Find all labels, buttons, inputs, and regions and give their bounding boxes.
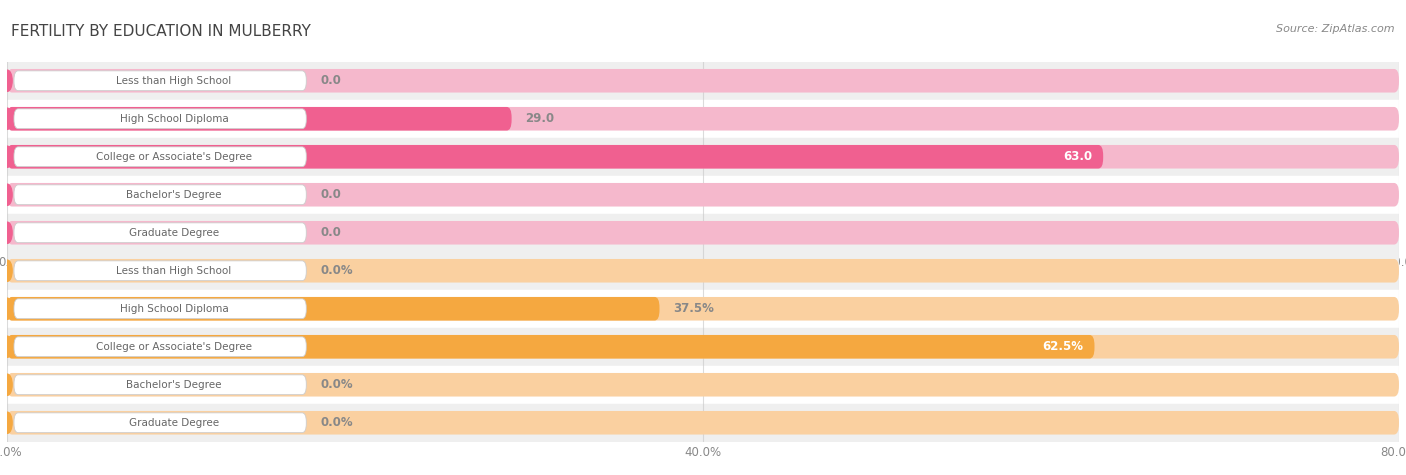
FancyBboxPatch shape bbox=[7, 297, 659, 321]
FancyBboxPatch shape bbox=[7, 145, 1104, 169]
Text: High School Diploma: High School Diploma bbox=[120, 114, 228, 124]
Text: FERTILITY BY EDUCATION IN MULBERRY: FERTILITY BY EDUCATION IN MULBERRY bbox=[11, 24, 311, 39]
Bar bbox=[7, 328, 1399, 366]
Text: 37.5%: 37.5% bbox=[673, 302, 714, 315]
Bar bbox=[7, 176, 1399, 214]
FancyBboxPatch shape bbox=[7, 221, 1399, 245]
Text: Graduate Degree: Graduate Degree bbox=[129, 228, 219, 238]
FancyBboxPatch shape bbox=[14, 261, 307, 281]
Text: 0.0%: 0.0% bbox=[321, 378, 353, 391]
FancyBboxPatch shape bbox=[7, 259, 1399, 283]
FancyBboxPatch shape bbox=[7, 107, 512, 131]
Bar bbox=[7, 290, 1399, 328]
FancyBboxPatch shape bbox=[14, 185, 307, 205]
FancyBboxPatch shape bbox=[7, 373, 1399, 397]
FancyBboxPatch shape bbox=[7, 183, 1399, 207]
Text: 0.0%: 0.0% bbox=[321, 264, 353, 277]
FancyBboxPatch shape bbox=[7, 411, 1399, 435]
Text: 0.0: 0.0 bbox=[321, 74, 342, 87]
Text: 62.5%: 62.5% bbox=[1042, 340, 1084, 353]
FancyBboxPatch shape bbox=[14, 109, 307, 129]
Text: 0.0%: 0.0% bbox=[321, 416, 353, 429]
FancyBboxPatch shape bbox=[7, 335, 1094, 359]
Text: Less than High School: Less than High School bbox=[117, 266, 232, 276]
Text: High School Diploma: High School Diploma bbox=[120, 304, 228, 314]
Circle shape bbox=[3, 298, 13, 319]
Circle shape bbox=[3, 260, 13, 281]
Bar bbox=[7, 138, 1399, 176]
Text: Source: ZipAtlas.com: Source: ZipAtlas.com bbox=[1277, 24, 1395, 34]
Circle shape bbox=[3, 70, 13, 91]
Bar bbox=[7, 404, 1399, 442]
FancyBboxPatch shape bbox=[7, 69, 1399, 93]
FancyBboxPatch shape bbox=[14, 147, 307, 167]
Circle shape bbox=[3, 336, 13, 357]
FancyBboxPatch shape bbox=[7, 335, 1399, 359]
Circle shape bbox=[3, 412, 13, 433]
Bar bbox=[7, 100, 1399, 138]
Text: Bachelor's Degree: Bachelor's Degree bbox=[127, 380, 222, 390]
Circle shape bbox=[3, 222, 13, 243]
Text: College or Associate's Degree: College or Associate's Degree bbox=[96, 342, 252, 352]
Circle shape bbox=[3, 374, 13, 395]
FancyBboxPatch shape bbox=[7, 297, 1399, 321]
FancyBboxPatch shape bbox=[14, 223, 307, 243]
Text: 0.0: 0.0 bbox=[321, 226, 342, 239]
Circle shape bbox=[3, 146, 13, 167]
Bar bbox=[7, 214, 1399, 252]
FancyBboxPatch shape bbox=[7, 107, 1399, 131]
Circle shape bbox=[3, 108, 13, 129]
Text: Graduate Degree: Graduate Degree bbox=[129, 418, 219, 428]
Bar bbox=[7, 252, 1399, 290]
FancyBboxPatch shape bbox=[14, 299, 307, 319]
Text: 63.0: 63.0 bbox=[1063, 150, 1092, 163]
FancyBboxPatch shape bbox=[14, 337, 307, 357]
Text: Bachelor's Degree: Bachelor's Degree bbox=[127, 190, 222, 200]
Text: Less than High School: Less than High School bbox=[117, 76, 232, 86]
Text: 29.0: 29.0 bbox=[526, 112, 554, 125]
FancyBboxPatch shape bbox=[14, 375, 307, 395]
Circle shape bbox=[3, 184, 13, 205]
FancyBboxPatch shape bbox=[7, 145, 1399, 169]
Bar bbox=[7, 366, 1399, 404]
FancyBboxPatch shape bbox=[14, 413, 307, 433]
Bar bbox=[7, 62, 1399, 100]
Text: College or Associate's Degree: College or Associate's Degree bbox=[96, 152, 252, 162]
FancyBboxPatch shape bbox=[14, 71, 307, 91]
Text: 0.0: 0.0 bbox=[321, 188, 342, 201]
